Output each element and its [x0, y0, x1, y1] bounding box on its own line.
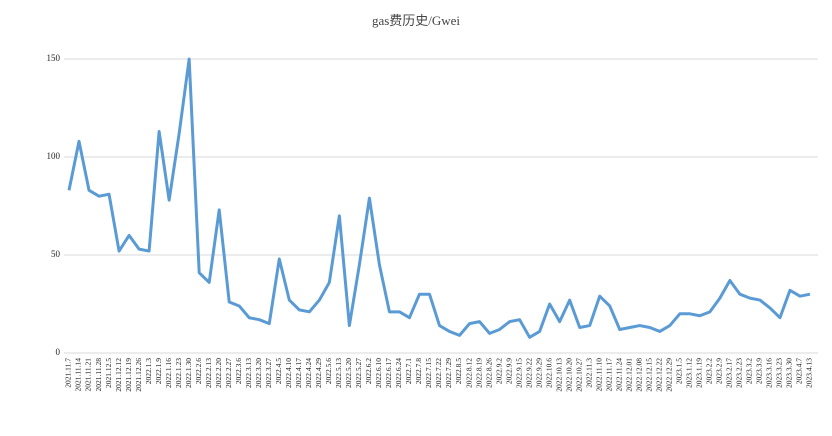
x-tick-label: 2022.1.3: [144, 358, 153, 385]
x-tick-label: 2022.5.13: [334, 358, 343, 388]
x-tick-label: 2021.11.21: [84, 358, 93, 392]
x-tick-label: 2022.7.15: [424, 358, 433, 388]
x-tick-label: 2022.2.6: [194, 358, 203, 385]
x-tick-label: 2022.6.17: [384, 358, 393, 388]
x-tick-label: 2022.8.26: [484, 358, 493, 388]
x-tick-label: 2022.1.9: [154, 358, 163, 385]
x-tick-label: 2022.12.22: [655, 358, 664, 392]
x-tick-label: 2022.5.6: [324, 358, 333, 385]
x-tick-label: 2022.10.13: [554, 358, 563, 392]
x-tick-label: 2022.10.20: [564, 358, 573, 392]
x-tick-label: 2022.4.17: [294, 358, 303, 388]
y-tick-label: 150: [47, 53, 61, 63]
x-tick-label: 2023.2.23: [735, 358, 744, 388]
x-tick-label: 2023.2.2: [705, 358, 714, 385]
x-tick-label: 2022.12.08: [634, 358, 643, 392]
x-tick-label: 2021.12.19: [124, 358, 133, 392]
x-tick-label: 2022.1.30: [184, 358, 193, 388]
x-tick-label: 2021.11.14: [74, 358, 83, 392]
x-tick-label: 2023.1.5: [675, 358, 684, 385]
x-tick-label: 2022.2.20: [214, 358, 223, 388]
x-tick-label: 2022.3.13: [244, 358, 253, 388]
x-tick-label: 2021.11.7: [64, 358, 73, 388]
x-tick-label: 2021.12.5: [104, 358, 113, 388]
x-tick-label: 2023.1.19: [695, 358, 704, 388]
x-tick-label: 2022.12.29: [665, 358, 674, 392]
x-tick-label: 2021.12.26: [134, 358, 143, 392]
x-tick-label: 2022.7.1: [404, 358, 413, 385]
x-tick-label: 2022.11.10: [594, 358, 603, 392]
x-tick-label: 2023.1.12: [685, 358, 694, 388]
x-tick-label: 2022.9.9: [504, 358, 513, 385]
x-tick-label: 2022.8.12: [464, 358, 473, 388]
y-tick-label: 0: [56, 347, 61, 357]
x-tick-label: 2022.12.15: [644, 358, 653, 392]
x-tick-label: 2022.3.6: [234, 358, 243, 385]
x-tick-label: 2022.4.24: [304, 358, 313, 388]
x-tick-label: 2023.2.9: [715, 358, 724, 385]
x-tick-label: 2022.7.22: [434, 358, 443, 388]
y-tick-label: 100: [47, 151, 61, 161]
x-tick-label: 2022.5.27: [354, 358, 363, 388]
x-tick-label: 2022.3.27: [264, 358, 273, 388]
x-tick-label: 2023.3.16: [765, 358, 774, 388]
x-tick-label: 2022.3.20: [254, 358, 263, 388]
x-tick-label: 2023.2.17: [725, 358, 734, 388]
x-tick-label: 2022.5.20: [344, 358, 353, 388]
x-tick-label: 2022.7.29: [444, 358, 453, 388]
x-tick-label: 2022.8.19: [474, 358, 483, 388]
x-tick-label: 2022.9.29: [534, 358, 543, 388]
x-tick-label: 2022.10.6: [544, 358, 553, 388]
x-tick-label: 2022.11.3: [584, 358, 593, 388]
data-line: [67, 57, 811, 339]
x-tick-label: 2022.9.2: [494, 358, 503, 385]
x-tick-label: 2022.6.2: [364, 358, 373, 385]
x-tick-label: 2023.3.30: [785, 358, 794, 388]
x-tick-label: 2022.11.24: [614, 358, 623, 392]
x-tick-label: 2021.12.12: [114, 358, 123, 392]
x-tick-label: 2023.4.13: [805, 358, 814, 388]
x-tick-label: 2023.4.7: [795, 358, 804, 385]
x-tick-label: 2022.6.10: [374, 358, 383, 388]
x-tick-label: 2022.9.15: [514, 358, 523, 388]
x-tick-label: 2022.9.22: [524, 358, 533, 388]
x-tick-label: 2023.3.23: [775, 358, 784, 388]
x-tick-label: 2023.3.2: [745, 358, 754, 385]
x-tick-label: 2021.11.28: [94, 358, 103, 392]
x-tick-label: 2023.3.9: [755, 358, 764, 385]
x-tick-label: 2022.4.10: [284, 358, 293, 388]
x-tick-label: 2022.7.8: [414, 358, 423, 385]
x-tick-label: 2022.6.24: [394, 358, 403, 388]
x-tick-label: 2022.2.27: [224, 358, 233, 388]
x-tick-label: 2022.10.27: [574, 358, 583, 392]
x-tick-label: 2022.4.5: [274, 358, 283, 385]
x-tick-label: 2022.1.23: [174, 358, 183, 388]
chart-title: gas费历史/Gwei: [372, 13, 460, 28]
y-tick-label: 50: [51, 249, 61, 259]
x-tick-label: 2022.2.13: [204, 358, 213, 388]
x-tick-label: 2022.12.01: [624, 358, 633, 392]
x-tick-label: 2022.4.29: [314, 358, 323, 388]
x-tick-label: 2022.1.16: [164, 358, 173, 388]
x-tick-label: 2022.8.5: [454, 358, 463, 385]
x-tick-label: 2022.11.17: [604, 358, 613, 392]
